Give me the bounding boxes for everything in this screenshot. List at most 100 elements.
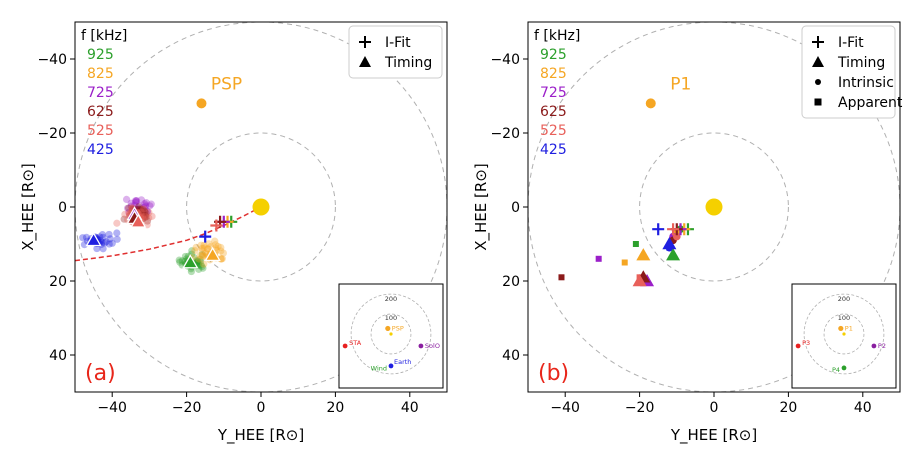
cloud-point-825 — [211, 241, 220, 249]
y-tick-label: 0 — [58, 200, 67, 216]
x-tick-label: −20 — [172, 400, 202, 416]
freq-label-925: 925 — [87, 47, 114, 63]
cloud-point-525 — [148, 212, 156, 220]
cloud-point-425 — [113, 235, 121, 243]
cloud-point-725 — [142, 199, 150, 207]
inset-point-sta — [342, 343, 348, 349]
y-axis-label: X_HEE [R⊙] — [19, 163, 38, 250]
legend-label: I-Fit — [385, 35, 411, 51]
cloud-point-625 — [142, 213, 150, 221]
cloud-point-425 — [106, 235, 114, 243]
timing-marker-425 — [662, 237, 677, 250]
plot-area — [75, 22, 447, 392]
legend-apparent-icon — [814, 98, 822, 106]
y-tick-label: 20 — [49, 274, 67, 290]
apparent-marker-725 — [595, 255, 602, 262]
cloud-point-525 — [121, 210, 129, 218]
legend-intrinsic-icon — [815, 79, 821, 85]
cloud-point-925 — [197, 261, 205, 269]
cloud-point-625 — [141, 208, 149, 216]
spacecraft-label: P1 — [670, 74, 691, 94]
freq-title: f [kHz] — [81, 28, 127, 44]
freq-label-525: 525 — [540, 123, 567, 139]
cloud-point-725 — [146, 202, 154, 210]
inset-label-p2: P2 — [878, 342, 886, 350]
cloud-point-625 — [141, 211, 150, 219]
cloud-point-825 — [217, 247, 225, 255]
x-tick-label: 20 — [326, 400, 344, 416]
cloud-point-925 — [198, 250, 206, 259]
cloud-point-625 — [140, 211, 149, 219]
legend-label: I-Fit — [838, 35, 864, 51]
inset-label-sta: STA — [349, 339, 362, 347]
x-tick-label: 40 — [401, 400, 419, 416]
cloud-point-725 — [147, 200, 155, 208]
cloud-point-825 — [200, 260, 208, 268]
inset-frame — [338, 283, 444, 389]
plot-area — [528, 22, 900, 392]
inset-circle-100 — [370, 313, 412, 355]
cloud-point-625 — [141, 212, 149, 220]
cloud-point-525 — [145, 214, 153, 222]
cloud-point-525 — [145, 208, 153, 216]
timing-marker-825 — [204, 246, 221, 262]
cloud-point-825 — [192, 243, 200, 251]
cloud-point-525 — [140, 205, 148, 213]
cloud-point-925 — [188, 247, 196, 255]
cloud-point-425 — [113, 229, 121, 237]
legend-ifit-icon — [812, 36, 824, 48]
inset-sun — [389, 332, 393, 336]
ifit-marker-425 — [199, 230, 212, 243]
freq-label-725: 725 — [87, 85, 114, 101]
cloud-point-725 — [141, 207, 149, 215]
legend-box — [801, 25, 896, 119]
inset-circle-200 — [350, 293, 432, 375]
y-tick-label: 20 — [502, 274, 520, 290]
cloud-point-825 — [199, 251, 207, 260]
cloud-point-825 — [214, 242, 222, 251]
x-tick-label: −20 — [625, 400, 655, 416]
cloud-point-725 — [141, 199, 149, 208]
cloud-point-925 — [175, 256, 183, 264]
cloud-point-625 — [141, 213, 149, 221]
cloud-point-825 — [199, 252, 207, 260]
inset-point-p4 — [841, 365, 847, 371]
cloud-point-725 — [132, 198, 140, 207]
panel-label: (b) — [538, 361, 569, 386]
cloud-point-925 — [194, 257, 202, 265]
timing-marker-825 — [636, 248, 651, 261]
legend-label: Intrinsic — [838, 75, 894, 91]
cloud-point-825 — [200, 244, 208, 252]
inset-ring-label: 100 — [385, 314, 397, 322]
cloud-point-625 — [143, 217, 152, 225]
inset-sun — [842, 332, 846, 336]
cloud-point-825 — [217, 243, 225, 252]
cloud-point-925 — [198, 262, 206, 271]
freq-label-625: 625 — [540, 104, 567, 120]
freq-label-425: 425 — [87, 142, 114, 158]
cloud-point-825 — [200, 241, 208, 249]
legend-box — [348, 25, 443, 79]
y-axis-label: X_HEE [R⊙] — [472, 163, 491, 250]
inset: 200 100 P1 P3 P2 P4 — [791, 283, 897, 389]
freq-label-925: 925 — [540, 47, 567, 63]
cloud-point-425 — [99, 233, 107, 241]
cloud-point-625 — [135, 203, 143, 211]
inset-point-solo — [418, 343, 424, 349]
timing-marker-425 — [85, 231, 102, 247]
cloud-point-625 — [139, 209, 147, 217]
cloud-point-625 — [139, 205, 147, 214]
inset-label-earth: Earth — [394, 358, 411, 366]
inset-ring-label: 200 — [385, 295, 397, 303]
cloud-point-725 — [143, 208, 151, 216]
cloud-point-725 — [141, 202, 150, 211]
cloud-point-725 — [132, 197, 141, 205]
x-tick-label: 20 — [779, 400, 797, 416]
y-tick-label: −40 — [490, 52, 520, 68]
freq-label-625: 625 — [87, 104, 114, 120]
cloud-point-625 — [137, 206, 145, 214]
cloud-point-825 — [198, 247, 206, 255]
cloud-point-825 — [191, 247, 199, 255]
inset-point-p1 — [838, 325, 844, 332]
cloud-point-825 — [195, 255, 203, 263]
